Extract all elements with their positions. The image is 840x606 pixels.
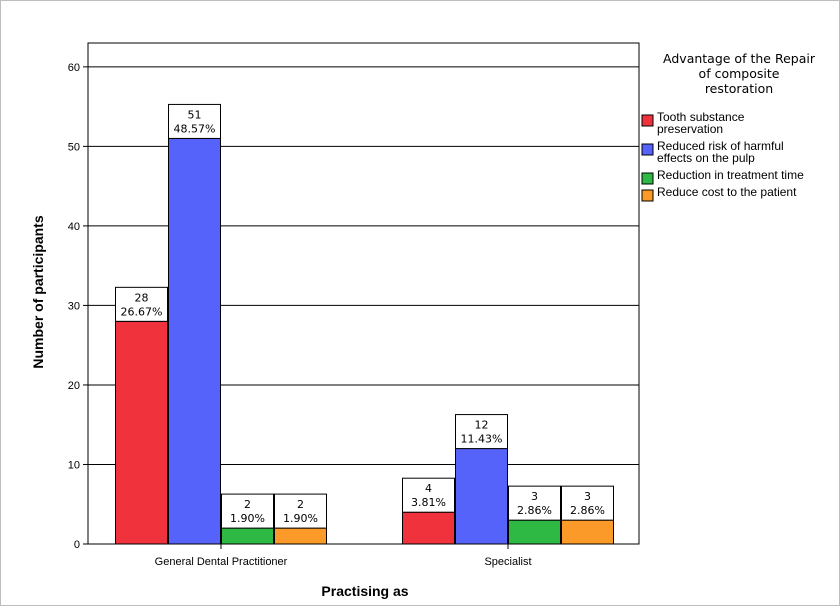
y-tick-label: 30 [68,300,80,312]
y-tick-label: 50 [68,141,80,153]
data-label-percent: 2.86% [517,504,552,517]
y-tick-label: 40 [68,221,80,233]
data-labels: 2826.67%5148.57%21.90%21.90%43.81%1211.4… [115,103,614,529]
data-label-percent: 11.43% [461,433,503,446]
data-label-count: 2 [297,498,304,511]
bar [508,519,561,545]
x-axis: General Dental Practitioner Specialist [155,544,532,568]
bar [455,448,508,545]
y-tick-label: 10 [68,459,80,471]
x-tick-label: General Dental Practitioner [155,556,288,568]
data-label-box [455,414,508,450]
legend-label: Reduce cost to the patient [657,185,797,199]
data-label-percent: 1.90% [230,512,265,525]
y-axis-title: Number of participants [30,215,46,368]
data-label-percent: 26.67% [121,305,163,318]
data-label-count: 3 [531,490,538,503]
y-tick-label: 60 [68,62,80,74]
data-label-percent: 3.81% [411,496,446,509]
data-label-percent: 2.86% [570,504,605,517]
data-label-count: 2 [244,498,251,511]
bar [168,137,221,545]
bars [115,137,614,545]
data-label-count: 3 [584,490,591,503]
y-tick-label: 0 [74,539,80,551]
data-label-count: 51 [188,108,202,121]
data-label-box [115,286,168,322]
data-label-box [168,103,221,139]
data-label-count: 28 [135,291,149,304]
legend-title: Advantage of the Repair [663,51,816,66]
legend-label: Reduction in treatment time [657,168,804,182]
data-label-box [221,493,274,529]
legend-swatch [641,172,654,185]
legend-label: effects on the pulp [657,151,755,165]
data-label-box [561,485,614,521]
legend-swatch [641,189,654,202]
legend-label: preservation [657,122,723,136]
data-label-box [402,477,455,513]
legend-swatch [641,143,654,156]
legend-label: Reduced risk of harmful [657,139,784,153]
data-label-percent: 48.57% [174,122,216,135]
data-label-box [508,485,561,521]
legend-title: of composite [699,66,780,81]
data-label-box [274,493,327,529]
bar [115,320,168,545]
bar [561,519,614,545]
legend-label: Tooth substance [657,110,745,124]
data-label-percent: 1.90% [283,512,318,525]
y-axis: 0 10 20 30 40 50 60 [68,62,88,551]
bar [274,527,327,545]
bar [221,527,274,545]
legend-title: restoration [705,81,773,96]
bar [402,511,455,545]
y-tick-label: 20 [68,380,80,392]
data-label-count: 4 [425,482,432,495]
x-axis-title: Practising as [321,583,408,599]
x-tick-label: Specialist [484,556,531,568]
data-label-count: 12 [475,419,489,432]
legend-swatch [641,114,654,127]
